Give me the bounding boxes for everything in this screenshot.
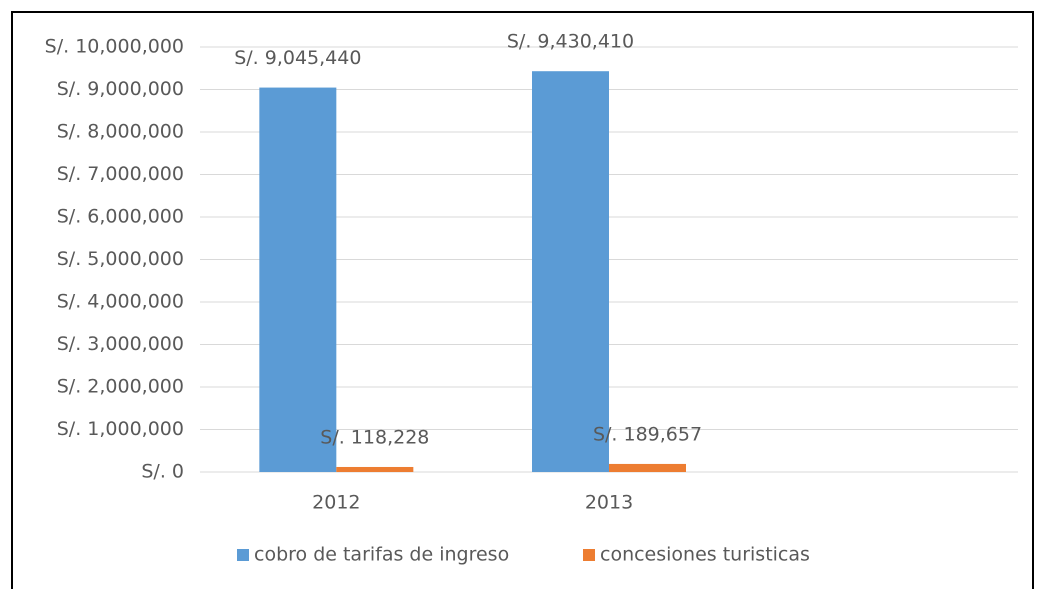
y-tick-label: S/. 9,000,000 <box>57 78 184 100</box>
y-tick-label: S/. 1,000,000 <box>57 418 184 440</box>
legend-label: concesiones turisticas <box>600 544 810 566</box>
y-tick-label: S/. 0 <box>141 461 184 483</box>
bar <box>336 466 414 472</box>
data-label: S/. 189,657 <box>593 423 702 445</box>
y-tick-label: S/. 2,000,000 <box>57 376 184 398</box>
data-label: S/. 9,430,410 <box>507 31 634 53</box>
y-tick-label: S/. 4,000,000 <box>57 291 184 313</box>
legend-swatch <box>583 549 595 561</box>
y-tick-label: S/. 10,000,000 <box>45 36 184 58</box>
data-label: S/. 9,045,440 <box>234 47 361 69</box>
bar <box>609 463 686 472</box>
y-tick-label: S/. 3,000,000 <box>57 333 184 355</box>
y-tick-label: S/. 6,000,000 <box>57 206 184 228</box>
x-tick-label: 2012 <box>312 492 360 514</box>
chart-border <box>11 11 1034 589</box>
bar <box>532 71 609 472</box>
data-label: S/. 118,228 <box>320 426 429 448</box>
legend-swatch <box>237 549 249 561</box>
y-tick-label: S/. 5,000,000 <box>57 248 184 270</box>
x-tick-label: 2013 <box>585 492 633 514</box>
legend-label: cobro de tarifas de ingreso <box>254 544 509 566</box>
y-tick-label: S/. 8,000,000 <box>57 121 184 143</box>
bar <box>259 87 337 473</box>
y-tick-label: S/. 7,000,000 <box>57 163 184 185</box>
